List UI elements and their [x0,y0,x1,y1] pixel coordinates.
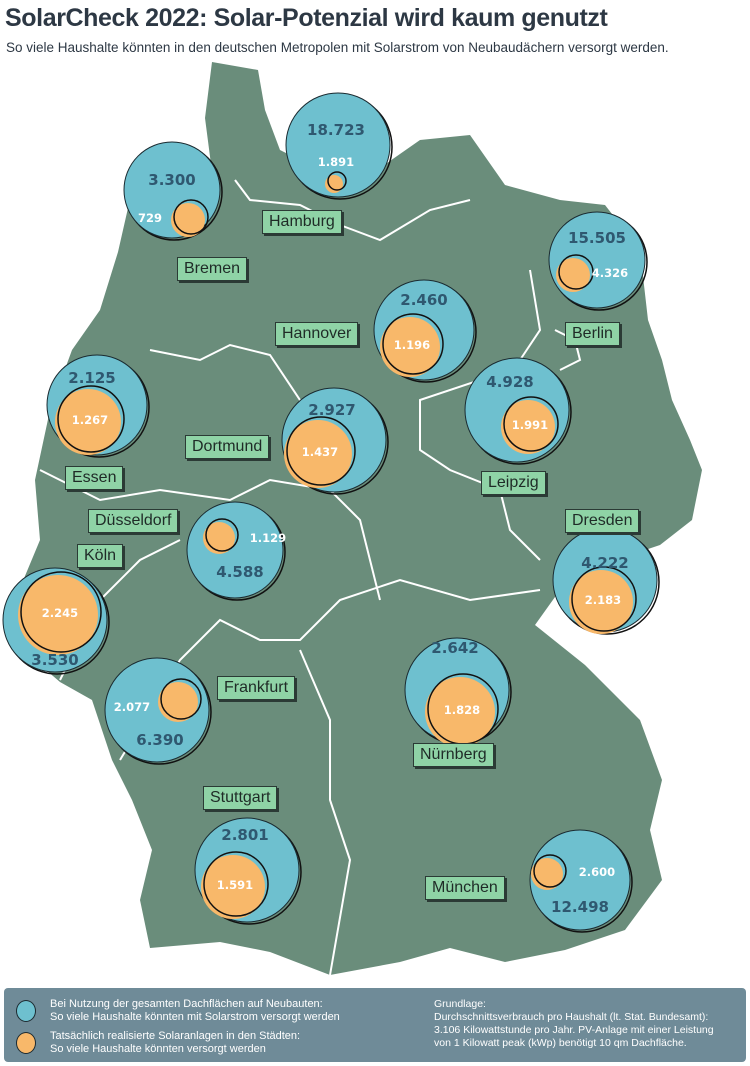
realized-circle-berlin [558,254,594,290]
realized-circle-dsseldorf [205,518,239,552]
realized-circle-shadow [18,575,98,655]
realized-circle-mnchen [533,854,567,888]
city-label-dsseldorf: Düsseldorf [88,509,179,533]
realized-circle-shadow [284,420,352,488]
potential-value-leipzig: 4.928 [486,373,534,391]
realized-circle-shadow [158,682,198,722]
legend-item-realized: Tatsächlich realisierte Solaranlagen in … [16,1030,416,1056]
realized-value-dsseldorf: 1.129 [249,531,287,545]
realized-value-mnchen: 2.600 [578,865,616,879]
realized-circle-shadow [55,389,121,455]
potential-value-nrnberg: 2.642 [431,639,479,657]
realized-circle-shadow [201,855,265,919]
potential-circle-mnchen [529,829,631,931]
city-label-stuttgart: Stuttgart [203,786,278,810]
city-label-essen: Essen [65,466,124,490]
potential-value-dresden: 4.222 [581,554,629,572]
city-label-berlin: Berlin [565,322,620,346]
realized-circle-stuttgart [203,851,269,917]
realized-circle-hannover [382,313,444,375]
legend-text: Tatsächlich realisierte Solaranlagen in … [50,1030,301,1042]
realized-circle-kln [20,571,102,653]
realized-value-dortmund: 1.437 [301,445,339,459]
potential-value-hannover: 2.460 [400,291,448,309]
city-label-frankfurt: Frankfurt [217,676,296,700]
city-label-nrnberg: Nürnberg [413,743,494,767]
realized-circle-frankfurt [160,678,202,720]
blue-circle-icon [16,1000,36,1022]
realized-circle-dresden [571,566,637,632]
city-label-mnchen: München [425,876,505,900]
realized-value-stuttgart: 1.591 [216,878,254,892]
potential-value-kln: 3.530 [31,651,79,669]
orange-circle-icon [16,1032,36,1054]
realized-circle-essen [57,385,125,453]
legend-text: So viele Haushalte könnten mit Solarstro… [50,1011,340,1023]
realized-value-berlin: 4.326 [591,266,629,280]
legend-text: So viele Haushalte könnten versorgt werd… [50,1043,266,1055]
city-label-kln: Köln [77,544,124,568]
potential-value-frankfurt: 6.390 [136,731,184,749]
city-label-dortmund: Dortmund [185,435,270,459]
potential-value-essen: 2.125 [68,369,116,387]
city-label-dresden: Dresden [565,509,640,533]
realized-value-hamburg: 1.891 [317,155,355,169]
realized-value-essen: 1.267 [71,413,109,427]
methodology-note: Grundlage: Durchschnittsverbrauch pro Ha… [434,998,739,1050]
realized-circle-shadow [380,317,440,377]
city-label-hamburg: Hamburg [262,210,342,234]
city-label-leipzig: Leipzig [481,471,546,495]
realized-value-kln: 2.245 [41,606,79,620]
realized-circle-shadow [569,570,633,634]
realized-value-leipzig: 1.991 [511,418,549,432]
realized-circle-bremen [173,199,209,235]
note-text: Durchschnittsverbrauch pro Haushalt (lt.… [434,1011,709,1023]
note-title: Grundlage: [434,998,486,1010]
potential-value-mnchen: 12.498 [551,898,609,916]
city-label-hannover: Hannover [275,322,359,346]
potential-value-berlin: 15.505 [568,229,626,247]
page-title: SolarCheck 2022: Solar-Potenzial wird ka… [5,4,608,32]
note-text: 3.106 Kilowattstunde pro Jahr. PV-Anlage… [434,1024,714,1036]
legend-item-potential: Bei Nutzung der gesamten Dachflächen auf… [16,998,416,1024]
realized-value-dresden: 2.183 [584,593,622,607]
potential-value-bremen: 3.300 [148,171,196,189]
realized-value-hannover: 1.196 [393,338,431,352]
realized-value-bremen: 729 [137,211,163,225]
note-text: von 1 Kilowatt peak (kWp) benötigt 10 qm… [434,1037,687,1049]
realized-circle-hamburg [327,171,347,191]
potential-value-hamburg: 18.723 [307,121,365,139]
realized-circle-shadow [325,175,343,193]
potential-circle-hamburg [285,92,391,198]
potential-value-dsseldorf: 4.588 [216,563,264,581]
realized-circle-dortmund [286,416,356,486]
realized-circle-shadow [501,400,555,454]
city-label-bremen: Bremen [177,257,248,281]
page-subtitle: So viele Haushalte könnten in den deutsc… [6,40,669,55]
legend-text: Bei Nutzung der gesamten Dachflächen auf… [50,998,323,1010]
realized-circle-leipzig [503,396,559,452]
potential-value-stuttgart: 2.801 [221,826,269,844]
realized-circle-shadow [425,677,495,747]
realized-value-frankfurt: 2.077 [113,700,151,714]
realized-value-nrnberg: 1.828 [443,703,481,717]
potential-value-dortmund: 2.927 [308,401,356,419]
legend: Bei Nutzung der gesamten Dachflächen auf… [4,988,746,1062]
potential-circle-dsseldorf [186,501,284,599]
germany-map [2,62,702,976]
